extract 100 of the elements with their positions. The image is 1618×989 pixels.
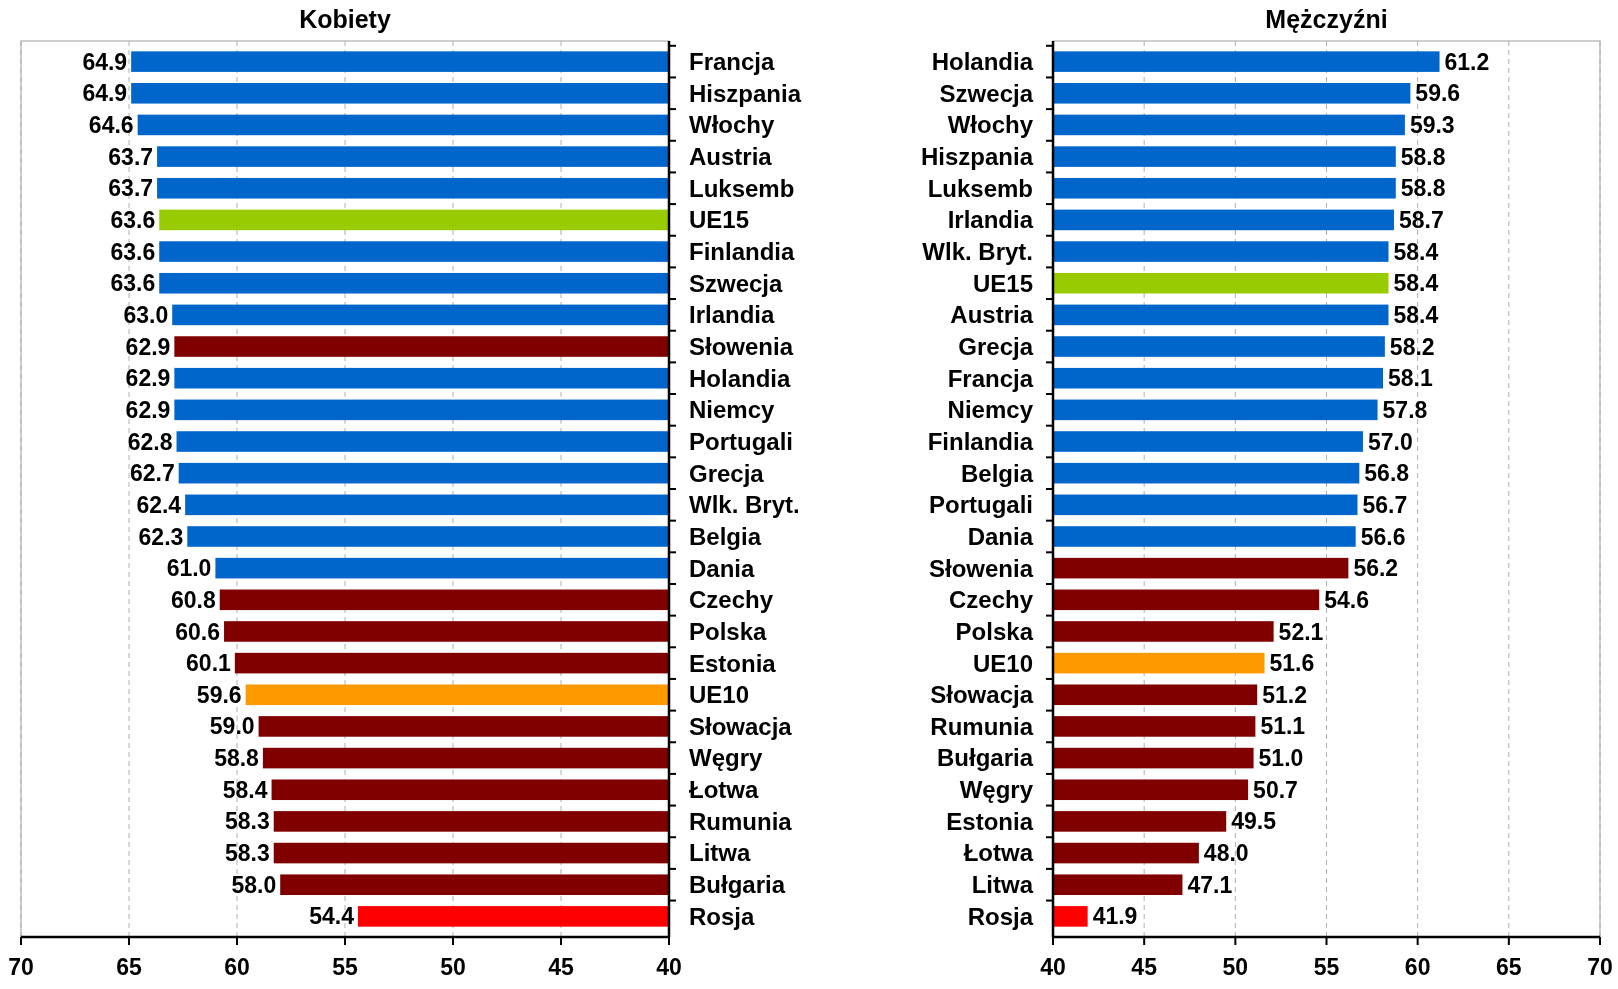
data-label: 49.5 bbox=[1231, 808, 1277, 835]
y-tick-label: Estonia bbox=[946, 807, 1034, 835]
y-tick-label: Belgia bbox=[960, 459, 1034, 487]
data-label: 57.8 bbox=[1382, 396, 1428, 423]
y-tick-label: Austria bbox=[689, 142, 773, 170]
data-label: 61.0 bbox=[166, 555, 212, 582]
data-label: 58.4 bbox=[222, 776, 268, 803]
x-tick-label: 70 bbox=[8, 954, 34, 980]
data-label: 60.8 bbox=[170, 586, 216, 613]
y-tick-label: Holandia bbox=[931, 48, 1034, 76]
data-label: 52.1 bbox=[1278, 618, 1324, 645]
x-tick-label: 45 bbox=[548, 954, 574, 980]
y-tick-label: Włochy bbox=[689, 111, 775, 139]
data-label: 58.1 bbox=[1388, 365, 1433, 392]
y-tick-label: Słowacja bbox=[930, 681, 1034, 709]
y-tick-label: Luksemb bbox=[689, 174, 795, 202]
y-tick-label: Portugali bbox=[928, 491, 1033, 519]
y-tick-label: Rosja bbox=[689, 902, 756, 930]
x-tick-label: 40 bbox=[656, 954, 682, 980]
y-tick-label: Luksemb bbox=[927, 174, 1033, 202]
x-tick-label: 55 bbox=[332, 954, 358, 980]
data-label: 61.2 bbox=[1444, 48, 1490, 75]
data-label: 58.4 bbox=[1393, 301, 1439, 328]
data-label: 51.0 bbox=[1258, 745, 1304, 772]
data-label: 64.6 bbox=[88, 111, 134, 138]
y-tick-label: Dania bbox=[967, 522, 1034, 550]
y-tick-label: Finlandia bbox=[927, 427, 1034, 455]
data-label: 58.7 bbox=[1398, 206, 1444, 233]
y-tick-label: Litwa bbox=[689, 839, 751, 867]
y-tick-label: Słowacja bbox=[689, 712, 793, 740]
x-tick-label: 65 bbox=[1496, 954, 1522, 980]
y-tick-label: Łotwa bbox=[689, 776, 759, 804]
y-tick-label: Szwecja bbox=[689, 269, 784, 297]
x-tick-label: 55 bbox=[1313, 954, 1340, 980]
data-label: 62.8 bbox=[127, 428, 173, 455]
data-label: 58.3 bbox=[224, 840, 270, 867]
y-tick-label: Polska bbox=[955, 617, 1034, 645]
y-tick-label: Finlandia bbox=[689, 237, 795, 265]
data-label: 60.1 bbox=[186, 650, 232, 677]
data-label: 58.3 bbox=[224, 808, 270, 835]
y-tick-label: Irlandia bbox=[689, 301, 776, 329]
data-label: 63.6 bbox=[110, 270, 156, 297]
y-tick-label: Niemcy bbox=[689, 396, 776, 424]
data-label: 59.6 bbox=[196, 681, 242, 708]
y-tick-label: Łotwa bbox=[963, 839, 1034, 867]
data-label: 62.7 bbox=[129, 460, 175, 487]
y-tick-label: Słowenia bbox=[928, 554, 1034, 582]
data-label: 56.8 bbox=[1364, 460, 1410, 487]
y-tick-label: Francja bbox=[947, 364, 1034, 392]
y-tick-label: Węgry bbox=[689, 744, 763, 772]
y-tick-label: Bułgaria bbox=[936, 744, 1034, 772]
data-label: 56.2 bbox=[1353, 555, 1399, 582]
data-label: 62.3 bbox=[138, 523, 184, 550]
data-label: 63.0 bbox=[123, 301, 169, 328]
x-tick-label: 65 bbox=[116, 954, 142, 980]
data-label: 63.7 bbox=[108, 143, 154, 170]
data-label: 58.8 bbox=[1400, 175, 1446, 202]
data-label: 56.6 bbox=[1360, 523, 1406, 550]
data-label: 62.9 bbox=[125, 396, 171, 423]
y-tick-label: Niemcy bbox=[947, 396, 1034, 424]
data-label: 51.2 bbox=[1262, 681, 1307, 708]
x-tick-label: 60 bbox=[1404, 954, 1431, 980]
data-label: 54.6 bbox=[1324, 586, 1369, 613]
chart-title: Kobiety bbox=[299, 5, 391, 33]
y-tick-label: Rosja bbox=[967, 902, 1034, 930]
data-label: 62.9 bbox=[125, 333, 171, 360]
data-label: 51.1 bbox=[1260, 713, 1306, 740]
data-label: 47.1 bbox=[1187, 871, 1233, 898]
data-label: 41.9 bbox=[1092, 903, 1138, 930]
y-tick-label: UE15 bbox=[972, 269, 1033, 297]
y-tick-label: Wlk. Bryt. bbox=[922, 237, 1033, 265]
data-label: 56.7 bbox=[1362, 491, 1408, 518]
y-tick-label: Grecja bbox=[689, 459, 765, 487]
data-label: 58.4 bbox=[1393, 270, 1439, 297]
data-label: 58.2 bbox=[1389, 333, 1435, 360]
y-tick-label: Szwecja bbox=[939, 79, 1034, 107]
y-tick-label: Austria bbox=[950, 301, 1034, 329]
x-tick-label: 40 bbox=[1040, 954, 1066, 980]
x-tick-label: 70 bbox=[1587, 954, 1613, 980]
data-label: 54.4 bbox=[309, 903, 355, 930]
y-tick-label: Dania bbox=[689, 554, 756, 582]
data-label: 60.6 bbox=[175, 618, 221, 645]
y-tick-label: Polska bbox=[689, 617, 768, 645]
y-tick-label: Rumunia bbox=[930, 712, 1034, 740]
data-label: 59.6 bbox=[1415, 80, 1461, 107]
data-label: 64.9 bbox=[82, 48, 128, 75]
x-tick-label: 45 bbox=[1131, 954, 1158, 980]
y-tick-label: UE10 bbox=[689, 681, 750, 709]
y-tick-label: Włochy bbox=[947, 111, 1034, 139]
y-tick-label: Belgia bbox=[689, 522, 762, 550]
data-label: 50.7 bbox=[1253, 776, 1298, 803]
y-tick-label: Słowenia bbox=[689, 332, 794, 360]
y-tick-label: UE10 bbox=[972, 649, 1033, 677]
data-label: 48.0 bbox=[1203, 840, 1249, 867]
y-tick-label: Grecja bbox=[958, 332, 1034, 360]
data-label: 59.3 bbox=[1409, 111, 1455, 138]
y-tick-label: Francja bbox=[689, 48, 776, 76]
data-label: 58.8 bbox=[214, 745, 260, 772]
data-label: 51.6 bbox=[1269, 650, 1315, 677]
x-tick-label: 60 bbox=[224, 954, 250, 980]
